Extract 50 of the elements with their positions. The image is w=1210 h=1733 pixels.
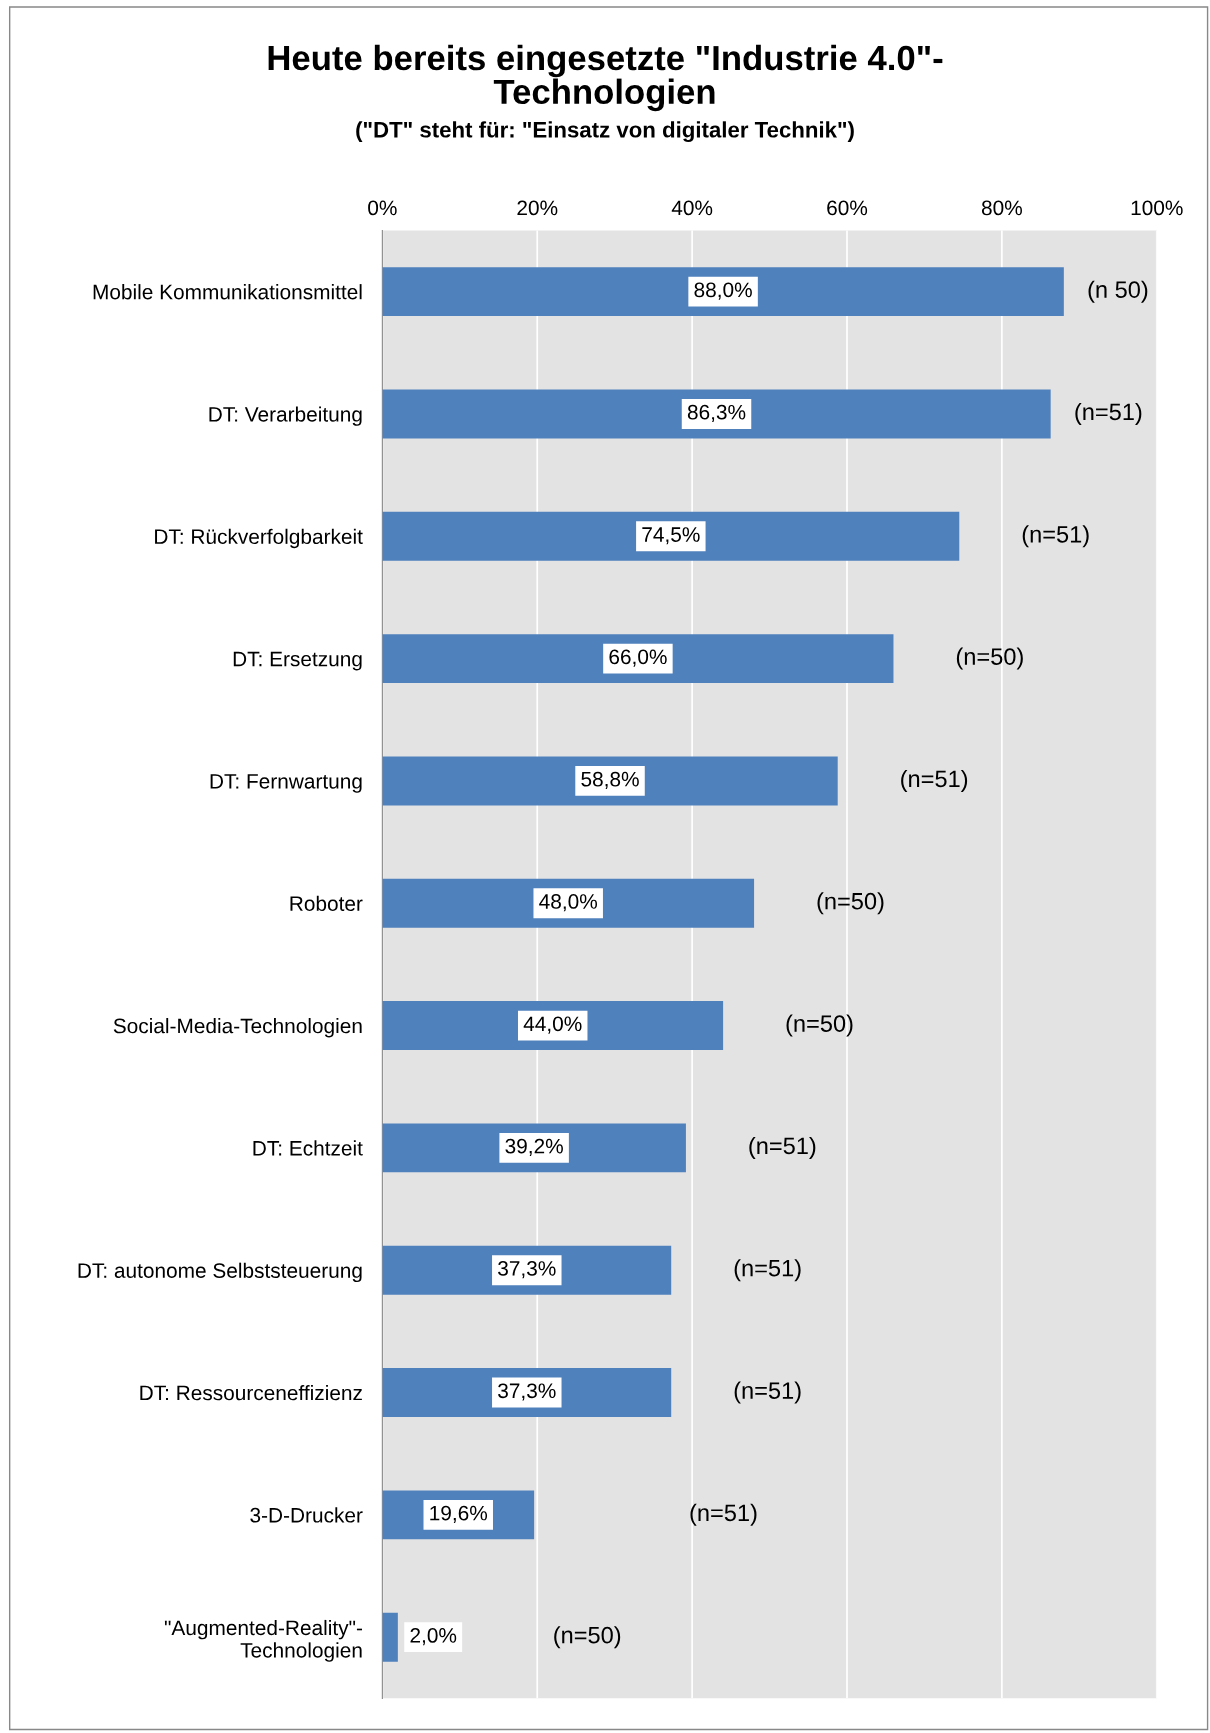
bar	[382, 389, 1051, 439]
y-tick-label: DT: Fernwartung	[210, 774, 362, 793]
data-label: 44,0%	[523, 1016, 582, 1034]
y-tick-label: DT: Ersetzung	[233, 651, 362, 671]
annotation: (n=51)	[1022, 525, 1089, 548]
bar	[382, 267, 1064, 317]
data-label: 66,0%	[609, 649, 667, 667]
annotation: (n=50)	[554, 1626, 621, 1649]
x-tick-label: 80%	[981, 200, 1022, 216]
annotation: (n=50)	[786, 1014, 853, 1037]
data-label: 19,6%	[430, 1505, 488, 1523]
bar	[382, 634, 894, 684]
data-label: 88,0%	[694, 282, 752, 300]
bar	[382, 756, 838, 806]
x-tick-label: 20%	[517, 200, 558, 216]
data-label: 58,8%	[581, 771, 639, 789]
y-tick-label: DT: Ressourceneffizienz	[140, 1384, 362, 1401]
x-tick-label: 100%	[1131, 200, 1183, 216]
annotation: (n=51)	[901, 769, 968, 792]
data-label: 48,0%	[539, 894, 598, 912]
chart-title: Heute bereits eingesetzte "Industrie 4.0"- Technologien	[268, 44, 943, 112]
annotation: (n=51)	[749, 1136, 816, 1159]
y-tick-label: 3-D-Drucker	[250, 1507, 363, 1523]
data-label: 37,3%	[498, 1261, 556, 1279]
annotation: (n=50)	[956, 647, 1023, 670]
annotation: (n=51)	[734, 1259, 801, 1282]
y-tick-label: Social-Media-Technologien	[113, 1018, 362, 1038]
x-tick-label: 60%	[827, 200, 868, 216]
y-tick-label: DT: Rückverfolgbarkeit	[155, 528, 363, 549]
x-tick-label: 0%	[368, 200, 397, 216]
data-label: 2,0%	[410, 1628, 457, 1646]
chart-subtitle: ("DT" steht für: "Einsatz von digitaler Technik")	[356, 121, 854, 143]
bar	[382, 511, 960, 561]
annotation: (n=50)	[817, 892, 884, 915]
data-label: 86,3%	[687, 404, 746, 423]
y-tick-label: DT: Echtzeit	[253, 1140, 363, 1156]
y-tick-label: Roboter	[290, 895, 363, 912]
data-label: 74,5%	[642, 527, 700, 545]
annotation: (n=51)	[690, 1503, 757, 1526]
annotation: (n=51)	[1075, 402, 1142, 425]
y-tick-label: DT: autonome Selbststeuerung	[78, 1262, 362, 1283]
annotation: (n=51)	[734, 1381, 801, 1404]
y-tick-label: DT: Verarbeitung	[209, 406, 362, 426]
annotation: (n 50)	[1088, 280, 1148, 303]
y-tick-label: "Augmented-Reality"- Technologien	[164, 1619, 362, 1662]
x-tick-label: 40%	[671, 200, 713, 216]
data-label: 37,3%	[498, 1383, 556, 1401]
y-tick-label: Mobile Kommunikationsmittel	[93, 284, 362, 300]
data-label: 39,2%	[505, 1138, 563, 1156]
bar	[382, 1612, 398, 1662]
